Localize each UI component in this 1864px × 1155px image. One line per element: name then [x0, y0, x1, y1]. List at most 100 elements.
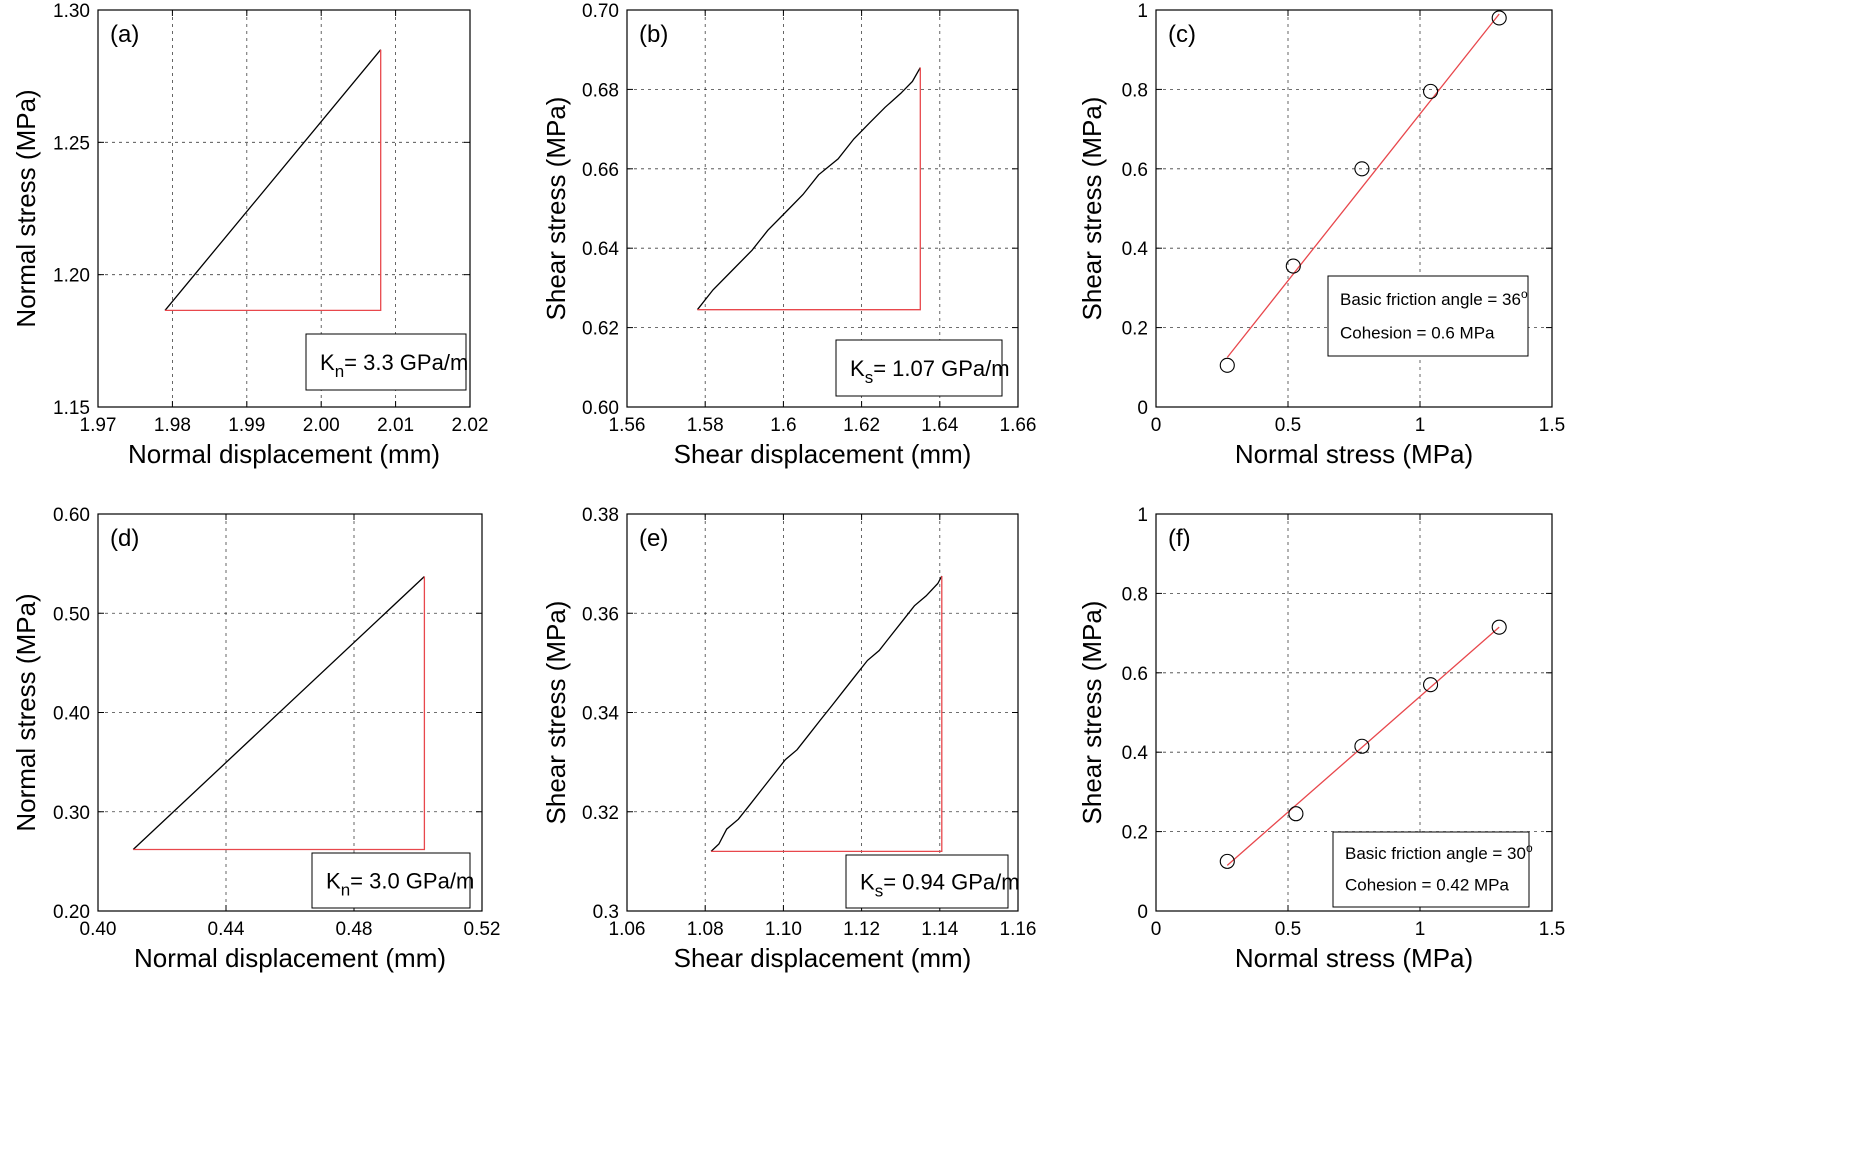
- plot-frame: [97, 9, 471, 408]
- y-tick-label: 0.6: [1122, 664, 1148, 685]
- fit-line: [1226, 13, 1500, 358]
- y-tick-label: 0.70: [582, 1, 619, 22]
- panel-label: (b): [639, 21, 668, 48]
- y-tick-label: 0.2: [1122, 823, 1148, 844]
- panel-label: (d): [110, 525, 139, 552]
- annotation-box: [1327, 275, 1529, 357]
- panel-label: (e): [639, 525, 668, 552]
- stiffness-annotation: Ks= 1.07 GPa/m: [850, 356, 1010, 387]
- y-axis-label: Shear stress (MPa): [541, 97, 571, 321]
- data-curve: [696, 67, 921, 311]
- x-tick-label: 0.5: [1275, 919, 1301, 940]
- y-tick-label: 0: [1137, 902, 1148, 923]
- degree-superscript: o: [1526, 841, 1533, 855]
- panel-d: 0.40 0.44 0.48 0.52 0.20 0.30 0.40 0.50 0.60 (d) N…: [11, 505, 501, 973]
- y-tick-label: 1: [1137, 1, 1148, 22]
- data-curve: [710, 575, 943, 852]
- x-tick-label: 1.58: [687, 415, 724, 436]
- stiffness-annotation: Kn= 3.0 GPa/m: [326, 869, 474, 900]
- y-tick-label: 0.36: [582, 604, 619, 625]
- panel-label: (c): [1168, 21, 1196, 48]
- fit-line: [1226, 626, 1500, 866]
- stiffness-annotation: Ks= 0.94 GPa/m: [860, 870, 1020, 901]
- y-tick-label: 0.38: [582, 505, 619, 526]
- panel-label: (a): [110, 21, 139, 48]
- x-tick-label: 0.52: [464, 919, 501, 940]
- x-tick-label: 1: [1415, 919, 1426, 940]
- y-axis-label: Normal stress (MPa): [11, 593, 41, 831]
- panel-label: (f): [1168, 525, 1191, 552]
- y-tick-label: 0.40: [53, 704, 90, 725]
- cohesion-text: Cohesion = 0.42 MPa: [1345, 876, 1510, 895]
- data-point: [1491, 10, 1507, 26]
- x-axis-label: Normal displacement (mm): [134, 943, 446, 973]
- x-tick-label: 2.02: [452, 415, 489, 436]
- plot-frame: [1155, 513, 1553, 912]
- stiffness-value: = 1.07 GPa/m: [873, 356, 1009, 381]
- x-tick-label: 0: [1151, 919, 1162, 940]
- x-tick-label: 1.6: [770, 415, 796, 436]
- x-tick-label: 1: [1415, 415, 1426, 436]
- x-tick-label: 0.40: [80, 919, 117, 940]
- x-tick-label: 1.99: [228, 415, 265, 436]
- y-tick-label: 0.8: [1122, 80, 1148, 101]
- y-tick-label: 1.20: [53, 266, 90, 287]
- data-curve: [164, 49, 382, 311]
- data-point: [1491, 619, 1507, 635]
- stiffness-symbol: K: [320, 350, 335, 375]
- x-tick-label: 0.48: [336, 919, 373, 940]
- x-tick-label: 1.16: [1000, 919, 1037, 940]
- x-tick-label: 1.5: [1539, 919, 1565, 940]
- panel-a: 1.97 1.98 1.99 2.00 2.01 2.02 1.15 1.20 1.25 1.30…: [11, 1, 489, 469]
- x-tick-label: 1.98: [154, 415, 191, 436]
- y-tick-label: 1.30: [53, 1, 90, 22]
- y-tick-label: 0.64: [582, 239, 619, 260]
- x-tick-label: 1.10: [765, 919, 802, 940]
- cohesion-text: Cohesion = 0.6 MPa: [1340, 323, 1495, 342]
- annotation-box: [845, 854, 1009, 909]
- annotation-box: [311, 852, 471, 909]
- plot-frame: [1155, 9, 1553, 408]
- data-point: [1219, 853, 1235, 869]
- panel-b: 1.56 1.58 1.6 1.62 1.64 1.66 0.60 0.62 0.64 0.66 0…: [541, 1, 1037, 469]
- stiffness-value: = 3.3 GPa/m: [344, 350, 468, 375]
- y-tick-label: 1: [1137, 505, 1148, 526]
- y-axis-label: Shear stress (MPa): [1077, 601, 1107, 825]
- friction-angle-label: Basic friction angle = 36: [1340, 290, 1521, 309]
- y-axis-label: Shear stress (MPa): [541, 601, 571, 825]
- stiffness-symbol: K: [326, 869, 341, 894]
- x-tick-label: 1.08: [687, 919, 724, 940]
- x-axis-label: Shear displacement (mm): [674, 943, 972, 973]
- slope-triangle: [711, 576, 943, 853]
- data-point: [1423, 677, 1439, 693]
- x-tick-label: 1.64: [921, 415, 958, 436]
- x-tick-label: 0.44: [208, 919, 245, 940]
- x-tick-label: 2.00: [303, 415, 340, 436]
- data-point: [1354, 161, 1370, 177]
- x-tick-label: 1.62: [843, 415, 880, 436]
- y-axis-label: Shear stress (MPa): [1077, 97, 1107, 321]
- data-point: [1219, 357, 1235, 373]
- y-tick-label: 0.60: [53, 505, 90, 526]
- stiffness-subscript: n: [335, 362, 344, 381]
- x-tick-label: 0.5: [1275, 415, 1301, 436]
- y-tick-label: 0.68: [582, 80, 619, 101]
- plot-frame: [626, 9, 1019, 408]
- x-axis-label: Normal stress (MPa): [1235, 943, 1473, 973]
- y-tick-label: 0.20: [53, 902, 90, 923]
- degree-superscript: o: [1521, 287, 1528, 301]
- stiffness-annotation: Kn= 3.3 GPa/m: [320, 350, 468, 381]
- y-tick-label: 0.32: [582, 803, 619, 824]
- y-tick-label: 0.4: [1122, 743, 1149, 764]
- stiffness-subscript: s: [875, 882, 884, 901]
- x-axis-label: Normal displacement (mm): [128, 439, 440, 469]
- y-tick-label: 1.25: [53, 133, 90, 154]
- friction-angle-text: Basic friction angle = 30o: [1345, 841, 1533, 863]
- stiffness-value: = 3.0 GPa/m: [350, 869, 474, 894]
- stiffness-symbol: K: [860, 870, 875, 895]
- stiffness-value: = 0.94 GPa/m: [883, 870, 1019, 895]
- y-tick-label: 0.2: [1122, 319, 1148, 340]
- data-point: [1423, 83, 1439, 99]
- slope-triangle: [165, 49, 382, 312]
